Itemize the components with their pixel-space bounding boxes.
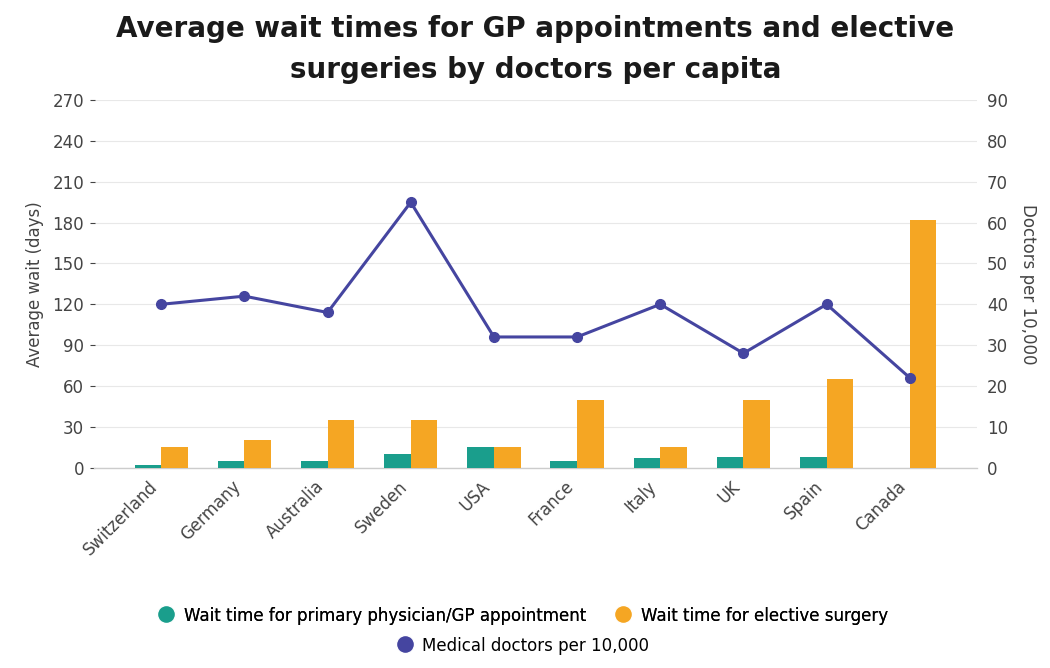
Bar: [717, 457, 743, 468]
Y-axis label: Average wait (days): Average wait (days): [26, 201, 44, 367]
Bar: [909, 220, 937, 468]
Bar: [633, 458, 660, 468]
Bar: [162, 447, 188, 468]
Bar: [743, 399, 770, 468]
Bar: [134, 465, 162, 468]
Bar: [550, 461, 578, 468]
Bar: [660, 447, 687, 468]
Bar: [467, 447, 493, 468]
Bar: [217, 461, 245, 468]
Bar: [494, 447, 521, 468]
Y-axis label: Doctors per 10,000: Doctors per 10,000: [1020, 204, 1037, 364]
Bar: [328, 420, 354, 468]
Legend: Medical doctors per 10,000: Medical doctors per 10,000: [396, 632, 654, 660]
Bar: [826, 379, 854, 468]
Bar: [245, 440, 271, 468]
Bar: [384, 454, 411, 468]
Bar: [411, 420, 438, 468]
Bar: [301, 461, 328, 468]
Title: Average wait times for GP appointments and elective
surgeries by doctors per cap: Average wait times for GP appointments a…: [117, 15, 954, 84]
Bar: [578, 399, 604, 468]
Legend: Wait time for primary physician/GP appointment, Wait time for elective surgery: Wait time for primary physician/GP appoi…: [158, 602, 892, 630]
Bar: [800, 457, 826, 468]
